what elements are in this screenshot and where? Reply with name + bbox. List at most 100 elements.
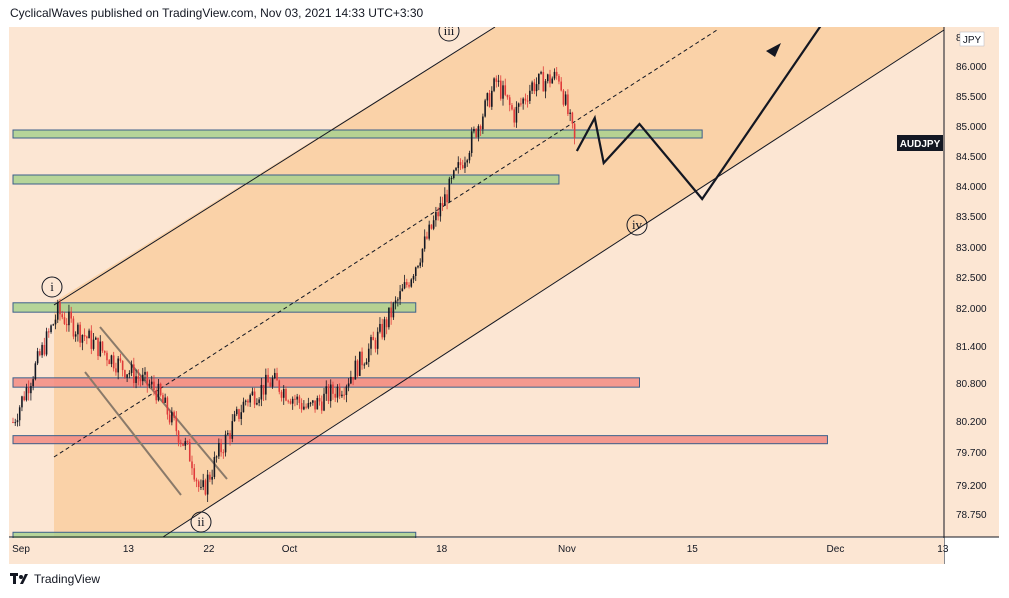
candle [220, 438, 222, 457]
candle [121, 360, 124, 377]
candle [54, 314, 57, 330]
channel-mid-dashed-line [53, 29, 718, 458]
candle [307, 397, 310, 410]
candle [529, 84, 531, 104]
candle [188, 439, 191, 462]
candle [289, 398, 292, 405]
candle [77, 322, 79, 342]
candle [365, 358, 368, 365]
y-axis-panel[interactable] [944, 27, 999, 537]
candle [278, 379, 281, 395]
candle [356, 359, 359, 379]
y-tick-label: 82.500 [956, 273, 987, 284]
x-tick-label: Dec [827, 544, 845, 555]
candle [59, 298, 61, 321]
wave-label-iv: iv [626, 214, 648, 236]
y-tick-label: 78.750 [956, 510, 987, 521]
candle [522, 97, 524, 110]
candle [435, 206, 437, 227]
candle [376, 327, 379, 355]
candle [106, 350, 108, 367]
candle [65, 318, 68, 332]
candle [491, 86, 493, 110]
candle [177, 429, 180, 447]
candle [459, 158, 462, 170]
candle [30, 382, 32, 401]
candle [265, 368, 267, 401]
candle [564, 91, 567, 106]
candle [394, 296, 397, 310]
candle [419, 258, 422, 269]
candle [164, 393, 166, 404]
candle [150, 375, 153, 389]
zone-green-0 [12, 129, 703, 139]
candle [195, 477, 198, 488]
y-tick-label: 82.000 [956, 304, 987, 315]
candle [115, 362, 117, 376]
candle [383, 316, 386, 341]
candle [166, 396, 169, 420]
candle [379, 317, 381, 334]
candle [432, 215, 435, 231]
candle [197, 479, 200, 492]
candle [90, 325, 93, 355]
x-axis-panel[interactable] [9, 538, 944, 564]
candle [126, 374, 128, 383]
candle [461, 159, 464, 170]
candle [332, 381, 334, 400]
symbol-price-tag: AUDJPY [897, 135, 943, 151]
candle [206, 469, 209, 502]
svg-text:ii: ii [197, 514, 205, 529]
candle [258, 397, 260, 407]
candle [204, 478, 207, 496]
candle [242, 397, 245, 413]
channel-upper-line [53, 27, 496, 306]
y-tick-label: 80.200 [956, 417, 987, 428]
candle [251, 387, 254, 396]
candle [567, 89, 569, 116]
candle [502, 80, 504, 106]
candle [262, 384, 265, 401]
candle [273, 368, 276, 380]
candle [571, 111, 574, 129]
candle [213, 451, 216, 480]
candle [303, 400, 305, 411]
candle [549, 69, 551, 88]
candle [327, 384, 330, 405]
candle [495, 75, 498, 88]
y-ticks-layer: 86.000 85.500 85.000 84.500 84.000 83.500 83.0… [956, 62, 987, 521]
candle [446, 189, 448, 210]
candle [110, 354, 113, 368]
x-tick-label: 13 [937, 544, 949, 555]
candle [560, 77, 562, 92]
tradingview-logo-icon[interactable] [10, 573, 30, 585]
price-chart[interactable]: i ii iii iv 8 JPY 86.000 85.500 85.000 84.5… [9, 27, 999, 564]
candle [538, 73, 540, 91]
candles-layer [12, 66, 576, 502]
candle [544, 79, 547, 99]
candle [305, 403, 307, 410]
candle [159, 382, 162, 397]
candle [119, 353, 122, 363]
candle [506, 94, 509, 100]
tradingview-logo-text[interactable]: TradingView [34, 572, 101, 586]
candle [25, 383, 28, 402]
candle [88, 328, 90, 339]
publish-info: CyclicalWaves published on TradingView.c… [10, 6, 424, 20]
footer: TradingView [10, 572, 100, 586]
candle [320, 395, 323, 414]
candle [148, 379, 151, 389]
candle [367, 343, 370, 368]
candle [247, 398, 249, 407]
candle [224, 430, 227, 457]
candle [86, 335, 88, 345]
candle [280, 389, 283, 402]
candle [285, 386, 287, 402]
wedge-upper-line [99, 326, 228, 480]
candle [457, 156, 460, 174]
candle [374, 337, 377, 353]
candle [345, 384, 348, 403]
candle [558, 74, 560, 85]
x-tick-label: 13 [123, 544, 135, 555]
candle [23, 391, 25, 402]
